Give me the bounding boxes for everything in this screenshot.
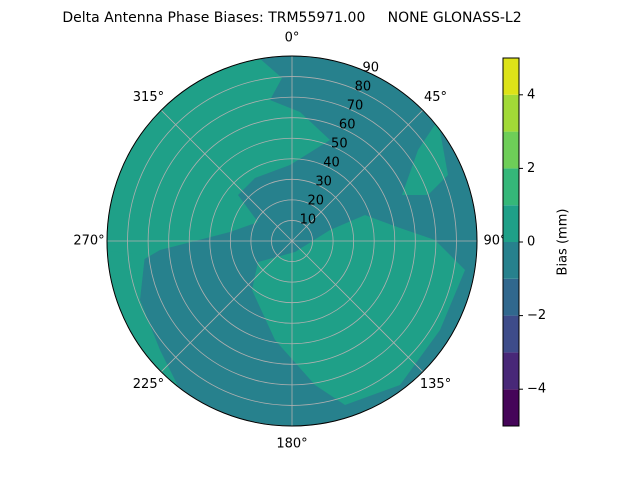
colorbar-label: Bias (mm) (556, 209, 571, 276)
grid-spoke (291, 240, 424, 373)
r-tick-label: 20 (307, 194, 324, 209)
r-tick-label: 60 (339, 118, 356, 133)
colorbar-band (503, 131, 519, 169)
theta-tick-label: 225° (133, 377, 164, 392)
theta-tick-label: 270° (73, 234, 104, 249)
colorbar-frame (502, 57, 520, 427)
colorbar-band (503, 94, 519, 132)
r-tick-label: 70 (347, 99, 364, 114)
colorbar-band (503, 315, 519, 353)
colorbar-tick-label: 4 (527, 87, 535, 102)
contour-region (402, 120, 448, 195)
r-tick-label: 30 (315, 175, 332, 190)
theta-tick-label: 180° (276, 437, 307, 452)
colorbar-band (503, 168, 519, 206)
colorbar-band (503, 242, 519, 279)
theta-tick-label: 45° (424, 90, 447, 105)
colorbar-band (503, 205, 519, 242)
r-tick-label: 10 (300, 213, 317, 228)
r-tick-label: 80 (355, 80, 372, 95)
colorbar-tick-label: −4 (527, 382, 546, 397)
colorbar-band (503, 352, 519, 390)
chart-title: Delta Antenna Phase Biases: TRM55971.00 … (62, 10, 521, 26)
r-tick-label: 40 (323, 156, 340, 171)
grid-spoke (160, 240, 293, 373)
r-tick-label: 50 (331, 137, 348, 152)
colorbar-tick-label: 2 (527, 161, 535, 176)
colorbar-tick-label: 0 (527, 235, 535, 250)
colorbar-band (503, 389, 519, 426)
colorbar-band (503, 58, 519, 95)
contour-region (252, 215, 465, 405)
grid-spoke (291, 109, 424, 242)
theta-tick-label: 135° (420, 377, 451, 392)
polar-frame (106, 55, 478, 427)
theta-tick-label: 0° (285, 31, 300, 46)
grid-spoke (160, 109, 293, 242)
colorbar-tick-label: −2 (527, 308, 546, 323)
theta-tick-label: 90° (483, 234, 506, 249)
theta-tick-label: 315° (133, 90, 164, 105)
colorbar-band (503, 278, 519, 316)
